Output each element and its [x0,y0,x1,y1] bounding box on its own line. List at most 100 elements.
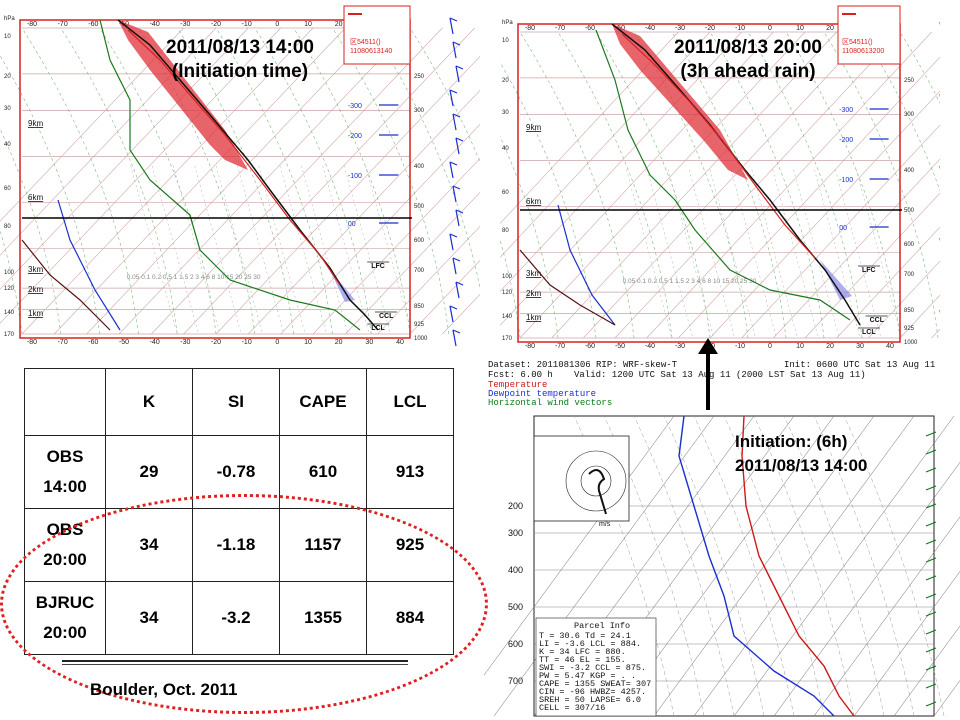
svg-text:区54511(): 区54511() [350,38,381,46]
height-label: 6km [28,193,43,202]
initiation-note: Initiation: (6h) 2011/08/13 14:00 [735,432,868,475]
height-label: 9km [526,123,541,132]
parcel-line: SWI = -3.2 CCL = 875. [539,663,646,673]
pressure-tick-label: 80 [4,224,11,230]
energy-label: -100 [839,177,853,184]
table-header-cell: K [105,368,193,436]
pressure-tick-label: 40 [4,142,11,148]
energy-label: -200 [348,133,362,140]
pressure-tick-label: 60 [502,190,509,196]
energy-label: -200 [839,137,853,144]
temp-tick-label: -60 [88,339,98,346]
pressure-tick-label: 700 [414,268,425,274]
pressure-tick-label: 300 [904,112,915,118]
cape-area [612,24,748,180]
skewt-panel-left: -80-80-70-70-60-60-50-50-40-40-30-30-20-… [0,0,480,352]
pressure-tick-label: 30 [4,106,11,112]
table-cell: 29 [105,435,193,509]
pressure-tick-label: 100 [4,270,15,276]
table-header-cell: LCL [366,368,454,436]
energy-label: -300 [348,103,362,110]
skewt-diagram-right: -80-80-70-70-60-60-50-50-40-40-30-30-20-… [500,5,940,350]
table-cell: 913 [366,435,454,509]
pressure-tick-label: 10 [502,38,509,44]
dewpoint-line [99,19,361,331]
temp-tick-label: -30 [675,343,685,350]
rip-dewpoint-line [678,415,835,717]
temp-tick-label: 40 [886,343,894,350]
temp-tick-label: -30 [180,21,190,28]
temp-tick-label: -10 [242,21,252,28]
svg-text:11080613200: 11080613200 [842,48,884,55]
highlight-ellipse [0,494,488,714]
pressure-tick-label: 120 [502,290,513,296]
level-label: LFC [371,263,385,270]
panel-title-right: 2011/08/13 20:00 (3h ahead rain) [674,37,822,82]
temperature-line [611,23,861,326]
temp-tick-label: 0 [275,21,279,28]
temp-tick-label: -20 [211,21,221,28]
rip-legend-item: Temperature [488,380,547,390]
pressure-tick-label: 60 [4,186,11,192]
temp-tick-label: -40 [645,25,655,32]
height-label: 3km [28,265,43,274]
height-label: 1km [526,313,541,322]
temp-tick-label: -80 [27,21,37,28]
parcel-line [127,29,341,286]
skewt-diagram-left: -80-80-70-70-60-60-50-50-40-40-30-30-20-… [0,5,480,347]
temp-tick-label: 20 [826,343,834,350]
dark-line [519,249,616,326]
pressure-tick-label: 600 [904,242,915,248]
temp-tick-label: -40 [645,343,655,350]
height-label: 2km [526,289,541,298]
temp-tick-label: 30 [365,339,373,346]
temperature-line [117,19,379,331]
rip-pressure-label: 300 [508,528,523,538]
temp-tick-label: -80 [525,25,535,32]
pressure-tick-label: 600 [414,238,425,244]
temp-tick-label: -60 [585,343,595,350]
temp-tick-label: -40 [150,21,160,28]
rip-pressure-label: 500 [508,602,523,612]
dewpoint-line [595,29,851,321]
mixing-ratio-labels: 0.05 0.1 0.2 0.5 1 1.5 2 3 4 6 8 10 15 2… [127,274,261,281]
rip-pressure-label: 700 [508,676,523,686]
table-header-row: K SI CAPE LCL [24,368,454,436]
temp-tick-label: -70 [555,25,565,32]
pressure-tick-label: 400 [414,164,425,170]
row-label: OBS 14:00 [24,435,106,509]
pressure-tick-label: 140 [4,310,15,316]
divider [62,664,408,665]
level-label: CCL [379,313,394,320]
parcel-line: TT = 46 EL = 155. [539,655,626,665]
temp-tick-label: 10 [796,25,804,32]
pressure-tick-label: 10 [4,34,11,40]
level-label: LCL [862,329,876,336]
temp-tick-label: -60 [585,25,595,32]
pressure-tick-label: hPa [502,20,513,26]
temp-tick-label: -50 [615,343,625,350]
temp-tick-label: 0 [768,343,772,350]
temp-tick-label: 10 [796,343,804,350]
energy-label: 00 [839,225,847,232]
temp-tick-label: -20 [211,339,221,346]
height-label: 6km [526,197,541,206]
temp-tick-label: -10 [735,343,745,350]
height-label: 3km [526,269,541,278]
temp-tick-label: -80 [525,343,535,350]
temp-tick-label: -60 [88,21,98,28]
energy-label: -100 [348,173,362,180]
footer-caption: Boulder, Oct. 2011 [90,680,238,699]
parcel-line: K = 34 LFC = 880. [539,647,626,657]
temp-tick-label: -50 [119,339,129,346]
hodograph-unit: m/s [599,521,611,528]
pressure-tick-label: 80 [502,228,509,234]
up-arrow [698,338,718,410]
temp-tick-label: -20 [705,25,715,32]
pressure-tick-label: 20 [502,78,509,84]
parcel-line [621,33,816,259]
temp-tick-label: 10 [304,21,312,28]
parcel-line: T = 30.6 Td = 24.1 [539,631,631,641]
rip-dataset: Dataset: 2011081306 RIP: WRF-skew-T [488,360,678,370]
temp-tick-label: -70 [58,339,68,346]
